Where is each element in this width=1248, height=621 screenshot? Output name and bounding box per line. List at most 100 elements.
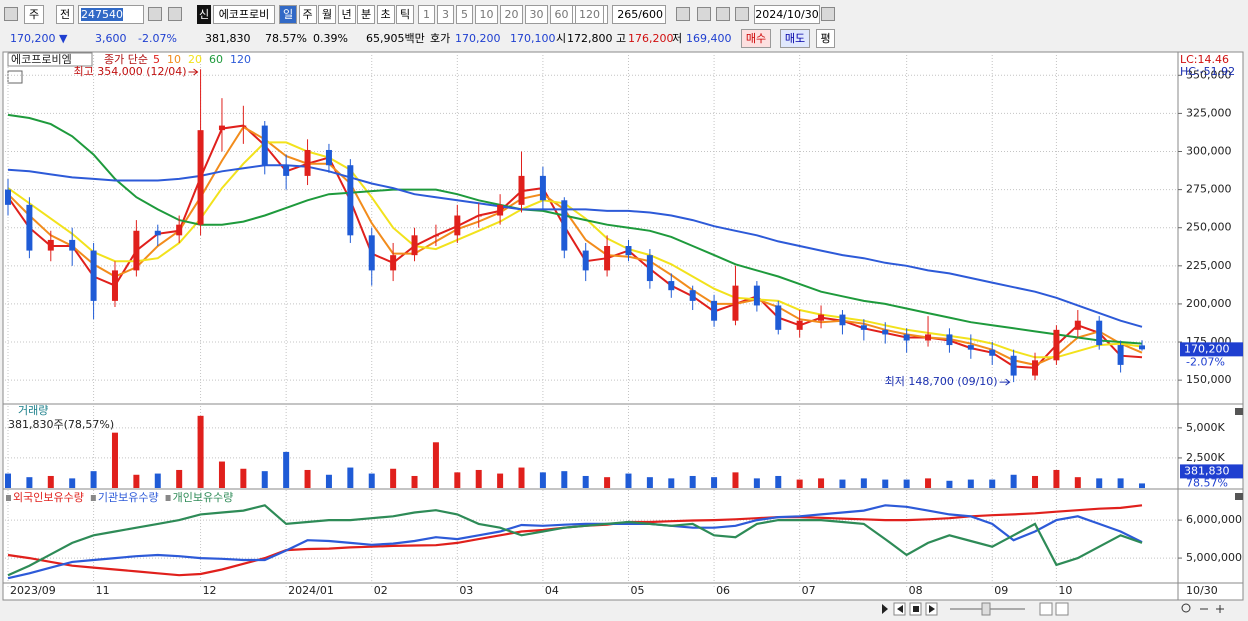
candle-body	[668, 281, 675, 291]
calendar-icon[interactable]	[821, 7, 835, 21]
candle-body	[925, 334, 932, 341]
period-button[interactable]: 틱	[396, 5, 414, 24]
bar-count[interactable]: 265/600	[612, 5, 666, 24]
interval-button[interactable]: 1	[418, 5, 435, 24]
candle-body	[946, 334, 953, 346]
volume-bar	[561, 471, 568, 488]
series-line	[7, 504, 1143, 580]
legend-box	[7, 52, 93, 67]
x-tick-label: 04	[545, 584, 559, 597]
volume-bar	[668, 478, 675, 488]
interval-button[interactable]: 30	[525, 5, 548, 24]
chart-icon[interactable]	[4, 7, 18, 21]
candle-body	[5, 189, 11, 205]
x-tick-label: 07	[802, 584, 816, 597]
settings-icon[interactable]	[735, 7, 749, 21]
candle-body	[1117, 345, 1124, 365]
candle-body	[689, 290, 696, 301]
volume-bar	[604, 477, 611, 488]
interval-button[interactable]: 60	[550, 5, 573, 24]
legend-entry: 5	[153, 53, 160, 66]
volume-bar	[368, 473, 375, 488]
volume-bar	[1139, 483, 1145, 488]
volume-bar	[1096, 478, 1103, 488]
volume-bar	[582, 475, 589, 488]
candle-body	[1032, 360, 1039, 376]
buy-button[interactable]: 매수	[741, 29, 771, 48]
sound-icon[interactable]	[168, 7, 182, 21]
volume-bar	[475, 469, 482, 488]
volume-bar	[925, 478, 932, 488]
high-annotation: 최고 354,000 (12/04)	[74, 65, 187, 78]
volume-bar	[967, 479, 974, 488]
x-tick-label: 11	[96, 584, 110, 597]
sell-button[interactable]: 매도	[780, 29, 810, 48]
low-label: 저	[672, 32, 683, 45]
series-line	[7, 125, 1143, 366]
period-button[interactable]: 일	[279, 5, 297, 24]
candle-body	[304, 149, 311, 176]
period-button[interactable]: 분	[357, 5, 375, 24]
interval-button[interactable]: 120	[575, 5, 604, 24]
change-rate: -2.07%	[138, 32, 177, 45]
chart-title: 에코프로비엠	[11, 53, 72, 66]
series-line	[7, 141, 1143, 359]
panel-menu[interactable]	[1235, 408, 1243, 415]
interval-button[interactable]: 5	[456, 5, 473, 24]
volume-bar	[1032, 475, 1039, 488]
y-tick-label: 5,000,000	[1186, 551, 1242, 564]
candle-body	[283, 165, 290, 176]
volume-bar	[283, 451, 290, 488]
interval-button[interactable]: 10	[475, 5, 498, 24]
period-button[interactable]: 초	[376, 5, 395, 24]
code-text: 247540	[81, 8, 123, 21]
table-icon[interactable]	[7, 70, 23, 84]
period-button[interactable]: 주	[298, 5, 317, 24]
volume-bar	[90, 471, 97, 488]
volume: 381,830	[205, 32, 251, 45]
tool-icon[interactable]	[676, 7, 690, 21]
prev-button[interactable]: 전	[56, 5, 74, 24]
open: 172,800	[567, 32, 613, 45]
volume-bar	[753, 478, 760, 488]
last-price-label: 170,200	[1184, 342, 1230, 355]
series-line	[7, 164, 1143, 328]
candle-body	[818, 314, 825, 321]
panel-menu[interactable]	[1235, 493, 1243, 500]
candle-body	[561, 200, 568, 251]
candle-body	[711, 300, 718, 321]
tool-icon[interactable]	[697, 7, 711, 21]
volume-bar	[390, 468, 397, 488]
legend-prefix: 종가 단순	[104, 53, 148, 66]
interval-button[interactable]: 3	[437, 5, 454, 24]
candle-body	[1010, 355, 1017, 376]
legend-swatch	[90, 495, 96, 501]
candle-body	[732, 285, 739, 321]
search-icon[interactable]	[148, 7, 162, 21]
scroll-controls[interactable]	[882, 602, 1224, 616]
last-volume-box	[1180, 464, 1243, 479]
period-button[interactable]: 월	[318, 5, 336, 24]
period-button[interactable]: 년	[337, 5, 356, 24]
candle-body	[197, 130, 204, 225]
legend-entry: 외국인보유수량	[13, 491, 84, 504]
code-input[interactable]: 247540	[78, 5, 144, 24]
legend-entry: 20	[188, 53, 202, 66]
save-icon[interactable]	[716, 7, 730, 21]
date-input[interactable]: 2024/10/30	[754, 5, 820, 24]
candle-body	[1096, 320, 1103, 346]
volume-bar	[26, 477, 33, 488]
volume-bar	[304, 469, 311, 488]
y-tick-label: 6,000,000	[1186, 513, 1242, 526]
volume-bar	[989, 479, 996, 488]
turnover: 0.39%	[313, 32, 348, 45]
candle-body	[1139, 345, 1145, 350]
candle-body	[903, 334, 910, 341]
interval-button[interactable]: 20	[500, 5, 523, 24]
candle-body	[176, 224, 183, 236]
market-select[interactable]: 주	[24, 5, 44, 24]
y-tick-label: 225,000	[1186, 259, 1232, 272]
avg-button[interactable]: 평	[816, 29, 835, 48]
bid-label: 호가	[430, 32, 451, 45]
volume-bar	[240, 468, 247, 488]
